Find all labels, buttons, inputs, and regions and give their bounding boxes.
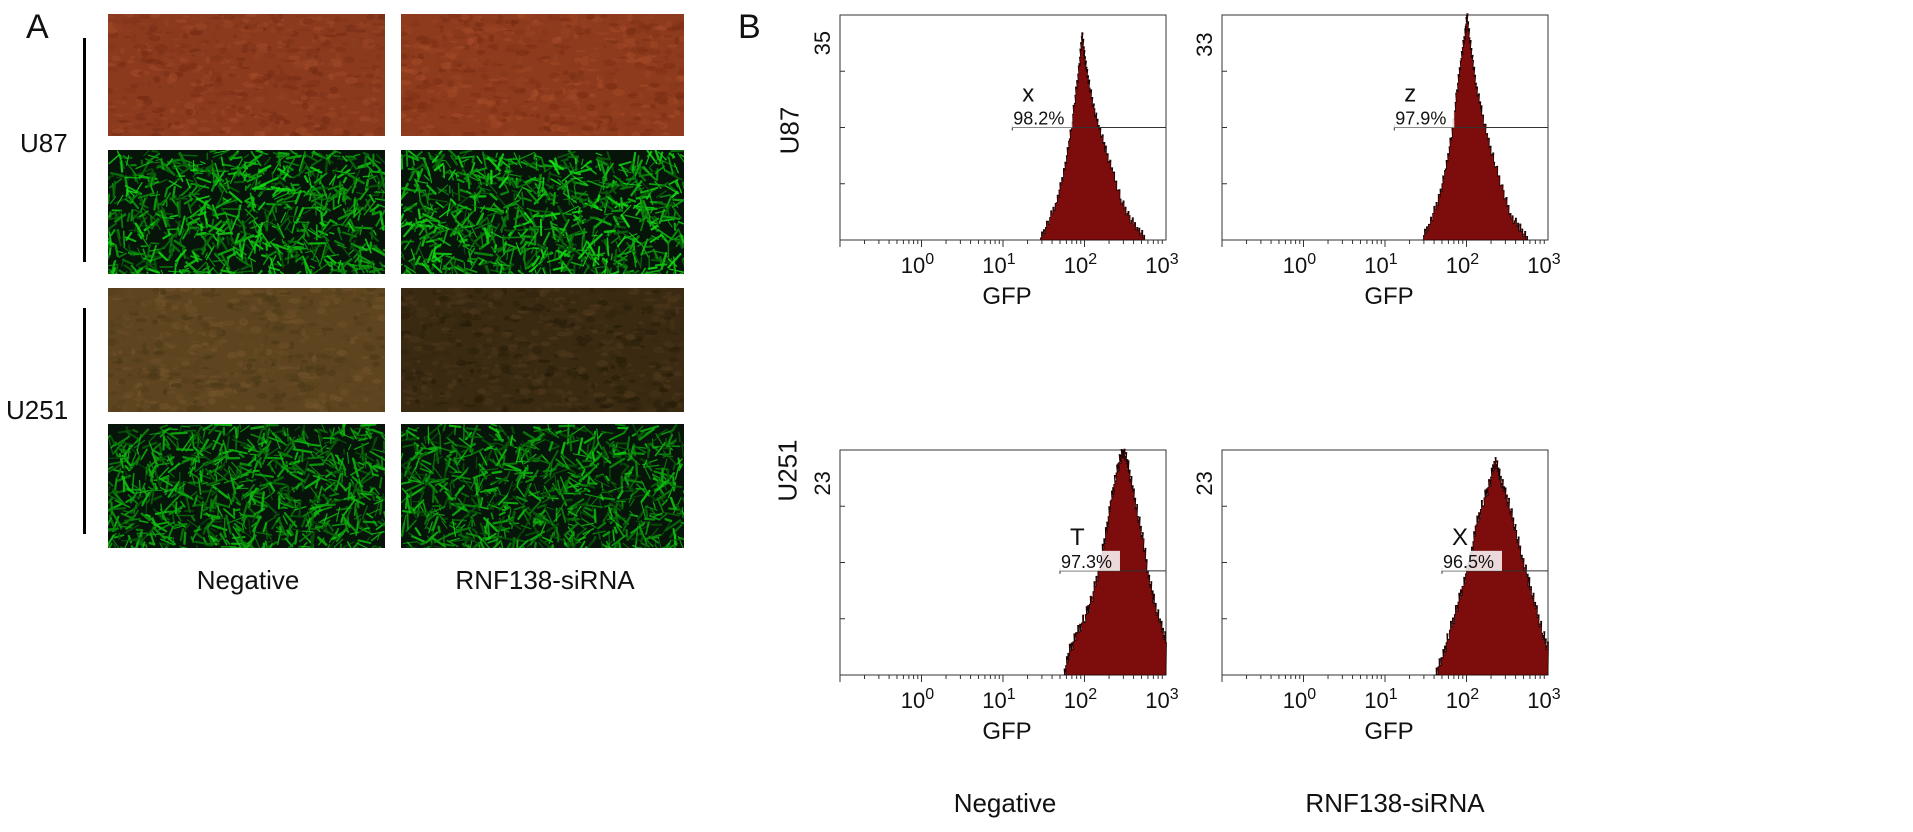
gate-percent: 97.9% bbox=[1395, 109, 1446, 129]
panel-b-col-label-rnf138: RNF138-siRNA bbox=[1305, 788, 1485, 818]
x-tick-label: 101 bbox=[982, 686, 1015, 713]
gate-percent-bg bbox=[1057, 550, 1120, 571]
micrograph-u251-negative-brightfield bbox=[108, 288, 385, 412]
histogram-u251-negative: 23 100 101 102 103 GFP T97.3% bbox=[810, 448, 1179, 745]
panel-b-col-label-negative: Negative bbox=[953, 788, 1057, 818]
panel-a-row-label-u87: U87 bbox=[20, 128, 68, 158]
panel-b-letter: B bbox=[738, 8, 761, 46]
gate-letter: T bbox=[1070, 524, 1085, 551]
x-tick-label: 100 bbox=[1283, 251, 1316, 278]
panel-a-col-label-negative: Negative bbox=[196, 565, 300, 595]
gate-percent: 96.5% bbox=[1443, 552, 1494, 572]
panel-b-row-label-u251: U251 bbox=[772, 439, 803, 502]
x-tick-label: 103 bbox=[1145, 686, 1178, 713]
micrograph-u87-rnf138-brightfield bbox=[401, 14, 684, 136]
x-tick-label: 102 bbox=[1446, 251, 1479, 278]
gate-percent-bg bbox=[1439, 550, 1502, 571]
x-tick-label: 100 bbox=[1283, 686, 1316, 713]
gate-percent-bg bbox=[1392, 107, 1455, 128]
histogram-u251-rnf138: 23 100 101 102 103 GFP X96.5% bbox=[1192, 449, 1561, 745]
micrograph-u87-negative-brightfield bbox=[108, 14, 385, 136]
y-max-label: 35 bbox=[810, 31, 835, 55]
histogram-area bbox=[1421, 13, 1529, 241]
histogram-area bbox=[1039, 32, 1146, 241]
x-axis-label: GFP bbox=[982, 718, 1031, 745]
panel-a-letter: A bbox=[26, 8, 49, 46]
micrograph-u251-negative-gfp bbox=[108, 424, 385, 548]
x-tick-label: 100 bbox=[901, 251, 934, 278]
x-tick-label: 101 bbox=[1364, 251, 1397, 278]
x-axis-label: GFP bbox=[1364, 718, 1413, 745]
x-tick-label: 102 bbox=[1064, 686, 1097, 713]
gate-percent: 97.3% bbox=[1061, 552, 1112, 572]
x-tick-label: 100 bbox=[901, 686, 934, 713]
x-axis-label: GFP bbox=[982, 283, 1031, 310]
x-tick-label: 102 bbox=[1064, 251, 1097, 278]
gate-percent: 98.2% bbox=[1013, 109, 1064, 129]
micrograph-u251-rnf138-brightfield bbox=[401, 288, 684, 412]
x-tick-label: 101 bbox=[982, 251, 1015, 278]
panel-a-row-label-u251: U251 bbox=[6, 395, 69, 425]
histogram-u87-negative: 35 100 101 102 103 GFP x98.2% bbox=[810, 14, 1179, 310]
panel-a-col-label-rnf138: RNF138-siRNA bbox=[455, 565, 635, 595]
u87-row-bar bbox=[83, 38, 86, 262]
x-axis-label: GFP bbox=[1364, 283, 1413, 310]
u251-row-bar bbox=[83, 308, 86, 534]
x-tick-label: 103 bbox=[1527, 251, 1560, 278]
micrograph-u87-negative-gfp bbox=[108, 150, 385, 274]
x-tick-label: 103 bbox=[1527, 686, 1560, 713]
x-tick-label: 102 bbox=[1446, 686, 1479, 713]
histogram-u87-rnf138: 33 100 101 102 103 GFP z97.9% bbox=[1192, 13, 1561, 310]
y-max-label: 23 bbox=[1192, 471, 1217, 495]
micrograph-u251-rnf138-gfp bbox=[401, 424, 684, 548]
gate-percent-bg bbox=[1010, 107, 1073, 128]
x-tick-label: 103 bbox=[1145, 251, 1178, 278]
micrograph-u87-rnf138-gfp bbox=[401, 150, 684, 274]
y-max-label: 33 bbox=[1192, 32, 1217, 56]
gate-letter: x bbox=[1022, 81, 1034, 108]
y-max-label: 23 bbox=[810, 471, 835, 495]
gate-letter: z bbox=[1404, 81, 1416, 108]
gate-letter: X bbox=[1452, 524, 1468, 551]
x-tick-label: 101 bbox=[1364, 686, 1397, 713]
